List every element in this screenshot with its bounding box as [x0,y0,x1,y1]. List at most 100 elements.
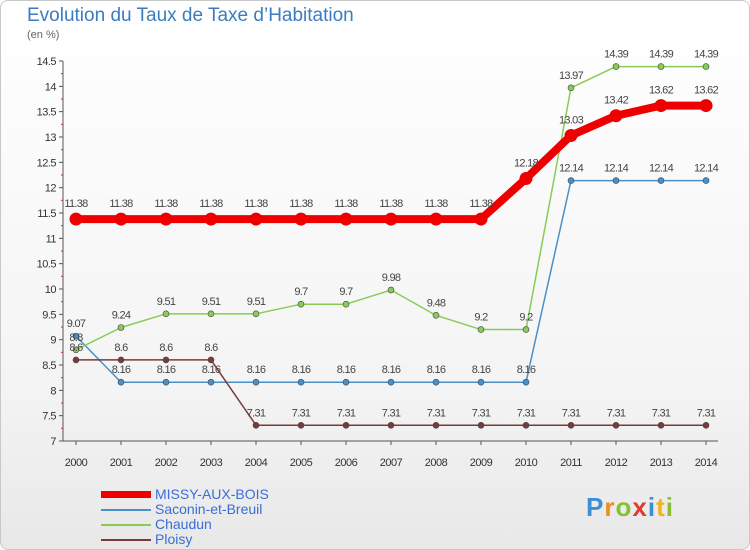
data-point [654,99,668,113]
data-point [657,177,665,184]
data-label: 9.2 [474,312,488,324]
data-label: 8.16 [112,364,131,376]
data-point [117,356,125,364]
y-tick-label: 7.5 [42,411,56,423]
data-label: 8.6 [69,342,83,354]
data-label: 9.51 [202,296,221,308]
data-point [567,177,575,184]
data-point [432,312,440,319]
data-label: 8.16 [157,364,176,376]
y-tick-label: 13 [45,132,57,144]
x-tick-label: 2000 [65,457,88,469]
data-label: 11.38 [244,198,268,210]
legend-label: MISSY-AUX-BOIS [155,486,269,502]
data-label: 12.14 [649,163,674,175]
data-label: 11.38 [199,198,223,210]
data-label: 7.31 [517,407,536,419]
data-point [564,128,578,142]
y-tick-label: 9 [50,335,56,347]
data-label: 9.51 [157,296,176,308]
chart-title: Evolution du Taux de Taxe d’Habitation [27,5,354,26]
data-label: 7.31 [697,407,716,419]
legend-label: Ploisy [155,531,193,547]
data-point [657,421,665,429]
data-label: 9.07 [67,318,86,330]
data-label: 8.16 [517,364,536,376]
data-point [387,286,395,294]
data-point [702,63,710,70]
data-label: 11.38 [469,198,493,210]
data-point [69,212,83,226]
data-label: 12.14 [694,163,719,175]
x-tick-label: 2003 [200,457,223,469]
data-point [342,421,350,429]
data-label: 7.31 [382,407,401,419]
data-point [477,421,485,429]
data-label: 11.38 [109,198,133,210]
data-point [522,421,530,429]
y-tick-label: 8.5 [42,360,56,372]
data-point [249,212,263,226]
data-point [297,300,305,308]
data-point [474,212,488,226]
data-label: 7.31 [247,407,266,419]
x-tick-label: 2002 [155,457,178,469]
data-point [387,421,395,429]
data-label: 9.51 [247,296,266,308]
data-point [702,177,710,184]
x-tick-label: 2013 [650,457,673,469]
data-label: 8.16 [472,364,491,376]
data-point [699,99,713,113]
y-tick-label: 12.5 [37,157,57,169]
data-point [252,421,260,429]
y-tick-label: 12 [45,183,57,195]
data-point [384,212,398,226]
data-point [72,356,80,364]
y-tick-label: 9.5 [42,309,56,321]
data-point [702,421,710,429]
data-label: 11.38 [334,198,358,210]
data-point [429,212,443,226]
data-label: 7.31 [292,407,311,419]
data-point [117,324,125,331]
data-point [342,300,350,308]
data-label: 8.6 [159,342,173,354]
data-label: 13.62 [649,85,674,97]
data-point [519,172,533,186]
data-label: 9.24 [112,310,131,322]
x-tick-label: 2007 [380,457,403,469]
legend-label: Saconin-et-Breuil [155,501,263,517]
legend-swatch [101,524,151,526]
x-tick-label: 2010 [515,457,538,469]
data-label: 11.38 [154,198,178,210]
y-tick-label: 7 [50,436,56,448]
data-point [657,63,665,70]
legend-swatch [101,509,151,511]
y-tick-label: 11.5 [37,208,56,220]
data-point [522,378,530,386]
data-point [387,378,395,386]
data-label: 8.16 [382,364,401,376]
data-label: 11.38 [289,198,313,210]
data-label: 8.16 [247,364,266,376]
data-label: 8.6 [204,342,218,354]
data-label: 7.31 [472,407,491,419]
data-point [432,378,440,386]
data-point [477,378,485,386]
data-point [609,109,623,123]
y-tick-label: 10.5 [37,259,57,271]
legend-label: Chaudun [155,516,212,532]
y-tick-label: 14 [45,81,57,93]
data-label: 9.7 [339,286,353,298]
data-label: 14.39 [694,49,719,61]
data-point [207,378,215,386]
data-point [522,326,530,333]
data-point [432,421,440,429]
data-label: 13.42 [604,95,629,107]
data-label: 7.31 [562,407,581,419]
data-point [477,326,485,333]
data-point [567,421,575,429]
data-label: 8.16 [292,364,311,376]
